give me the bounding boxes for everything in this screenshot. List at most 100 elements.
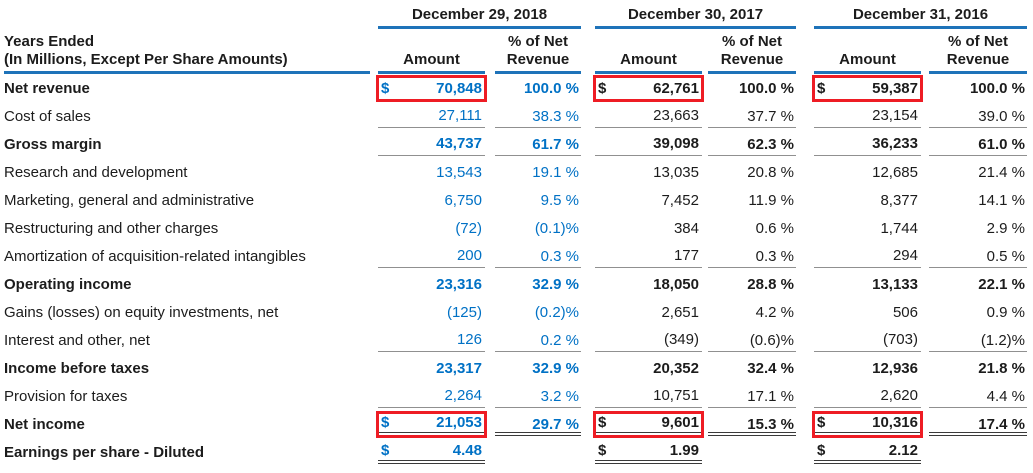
amount-value: (349)	[663, 331, 699, 348]
amount-value: 43,737	[436, 135, 482, 152]
amount-value: 7,452	[661, 191, 699, 209]
row-label: Earnings per share - Diluted	[4, 443, 205, 461]
amount-header-2018: Amount	[378, 51, 485, 74]
percent-cell-2017: 37.7 %	[708, 105, 796, 128]
amount-value: 506	[892, 303, 918, 321]
currency-symbol: $	[598, 441, 607, 459]
period-header-row: December 29, 2018 December 30, 2017 Dece…	[4, 6, 1029, 29]
percent-cell-2016: 61.0 %	[929, 133, 1027, 156]
percent-cell-2017: 100.0 %	[738, 79, 794, 97]
amount-cell-2018: 27,111	[378, 105, 485, 128]
amount-cell-2018: 6,750	[378, 189, 485, 212]
percent-cell-2017: 28.8 %	[747, 275, 794, 293]
amount-cell-2018: (125)	[378, 301, 485, 324]
percent-cell-2018: 29.7 %	[495, 413, 581, 436]
amount-cell-2017: 13,035	[595, 161, 702, 184]
amount-value: 12,936	[872, 359, 918, 377]
amount-header-2017: Amount	[595, 51, 702, 74]
percent-cell-2018: 0.2 %	[495, 329, 581, 352]
amount-cell-2016: 8,377	[814, 189, 921, 212]
percent-cell-2017: 4.2 %	[755, 303, 794, 321]
percent-cell-2017: (0.6)%	[708, 329, 796, 352]
amount-value: 13,035	[653, 163, 699, 181]
amount-cell-2018: (72)	[378, 217, 485, 240]
amount-cell-2016: 23,154	[814, 105, 921, 128]
years-ended-line1: Years Ended	[4, 33, 95, 50]
amount-value: (703)	[882, 331, 918, 348]
amount-value: 2,651	[661, 303, 699, 321]
amount-cell-2017: 7,452	[595, 189, 702, 212]
amount-cell-2016-highlighted: $10,316	[812, 410, 923, 438]
table-row: Net revenue $70,848 100.0 % $62,761 100.…	[4, 74, 1029, 102]
amount-header-2016: Amount	[814, 51, 921, 74]
amount-value: 2,620	[880, 387, 918, 404]
amount-value: 200	[456, 247, 482, 264]
percent-cell-2017: 0.3 %	[708, 245, 796, 268]
table-row: Provision for taxes 2,264 3.2 % 10,751 1…	[4, 382, 1029, 410]
pct-header-2018: % of Net Revenue	[495, 33, 581, 74]
amount-value: 1.99	[669, 441, 699, 459]
amount-cell-2016: 12,685	[814, 161, 921, 184]
percent-cell-2016: 0.9 %	[986, 303, 1025, 321]
row-label: Gross margin	[4, 135, 102, 153]
amount-value: 9,601	[661, 413, 699, 431]
amount-value: 126	[456, 331, 482, 348]
amount-cell-2017: 10,751	[595, 385, 702, 408]
amount-value: 13,543	[436, 163, 482, 181]
table-row: Earnings per share - Diluted $4.48 $1.99…	[4, 438, 1029, 466]
amount-value: 1,744	[880, 219, 918, 237]
amount-cell-2018: 200	[378, 245, 485, 268]
percent-cell-2016: 21.8 %	[978, 359, 1025, 377]
amount-value: 23,663	[653, 107, 699, 124]
amount-cell-2018: 23,316	[378, 273, 485, 296]
percent-cell-2016: 17.4 %	[929, 413, 1027, 436]
percent-cell-2018: 32.9 %	[532, 359, 579, 377]
amount-cell-2018: 126	[378, 329, 485, 352]
table-row: Gross margin 43,737 61.7 % 39,098 62.3 %…	[4, 130, 1029, 158]
amount-value: (125)	[446, 303, 482, 321]
amount-value: (72)	[455, 219, 482, 237]
amount-cell-2016: 294	[814, 245, 921, 268]
amount-cell-2018-highlighted: $21,053	[376, 410, 487, 438]
percent-cell-2018: 19.1 %	[532, 163, 579, 181]
table-row: Cost of sales 27,111 38.3 % 23,663 37.7 …	[4, 102, 1029, 130]
percent-cell-2018: 32.9 %	[532, 275, 579, 293]
table-row: Marketing, general and administrative 6,…	[4, 186, 1029, 214]
amount-value: 294	[892, 247, 918, 264]
percent-cell-2016: 0.5 %	[929, 245, 1027, 268]
amount-cell-2017-highlighted: $9,601	[593, 410, 704, 438]
amount-value: 62,761	[653, 79, 699, 97]
amount-cell-2016: 506	[814, 301, 921, 324]
years-ended-line2: (In Millions, Except Per Share Amounts)	[4, 51, 288, 68]
amount-cell-2017: (349)	[595, 329, 702, 352]
percent-cell-2016: 14.1 %	[978, 191, 1025, 209]
row-label: Net income	[4, 415, 85, 433]
currency-symbol: $	[381, 441, 390, 459]
amount-value: 384	[673, 219, 699, 237]
amount-cell-2016: 13,133	[814, 273, 921, 296]
percent-cell-2018: 100.0 %	[523, 79, 579, 97]
amount-cell-2017: 177	[595, 245, 702, 268]
amount-value: 6,750	[444, 191, 482, 209]
amount-cell-2018: 2,264	[378, 385, 485, 408]
amount-value: 177	[673, 247, 699, 264]
percent-cell-2018: 3.2 %	[495, 385, 581, 408]
years-ended-header: Years Ended (In Millions, Except Per Sha…	[4, 33, 370, 74]
percent-cell-2017: 0.6 %	[755, 219, 794, 237]
amount-cell-2018: $4.48	[378, 441, 485, 464]
amount-value: 39,098	[653, 135, 699, 152]
period-header-2017: December 30, 2017	[595, 6, 796, 29]
amount-cell-2018: 13,543	[378, 161, 485, 184]
table-row: Restructuring and other charges (72) (0.…	[4, 214, 1029, 242]
income-statement-table: December 29, 2018 December 30, 2017 Dece…	[4, 6, 1029, 466]
currency-symbol: $	[817, 413, 826, 431]
subheader-row: Years Ended (In Millions, Except Per Sha…	[4, 33, 1029, 74]
row-label: Research and development	[4, 163, 188, 181]
table-body: Net revenue $70,848 100.0 % $62,761 100.…	[4, 74, 1029, 466]
percent-cell-2018: 38.3 %	[495, 105, 581, 128]
period-header-2018: December 29, 2018	[378, 6, 581, 29]
amount-value: 18,050	[653, 275, 699, 293]
row-label: Net revenue	[4, 79, 90, 97]
amount-value: 59,387	[872, 79, 918, 97]
amount-value: 2.12	[888, 441, 918, 459]
